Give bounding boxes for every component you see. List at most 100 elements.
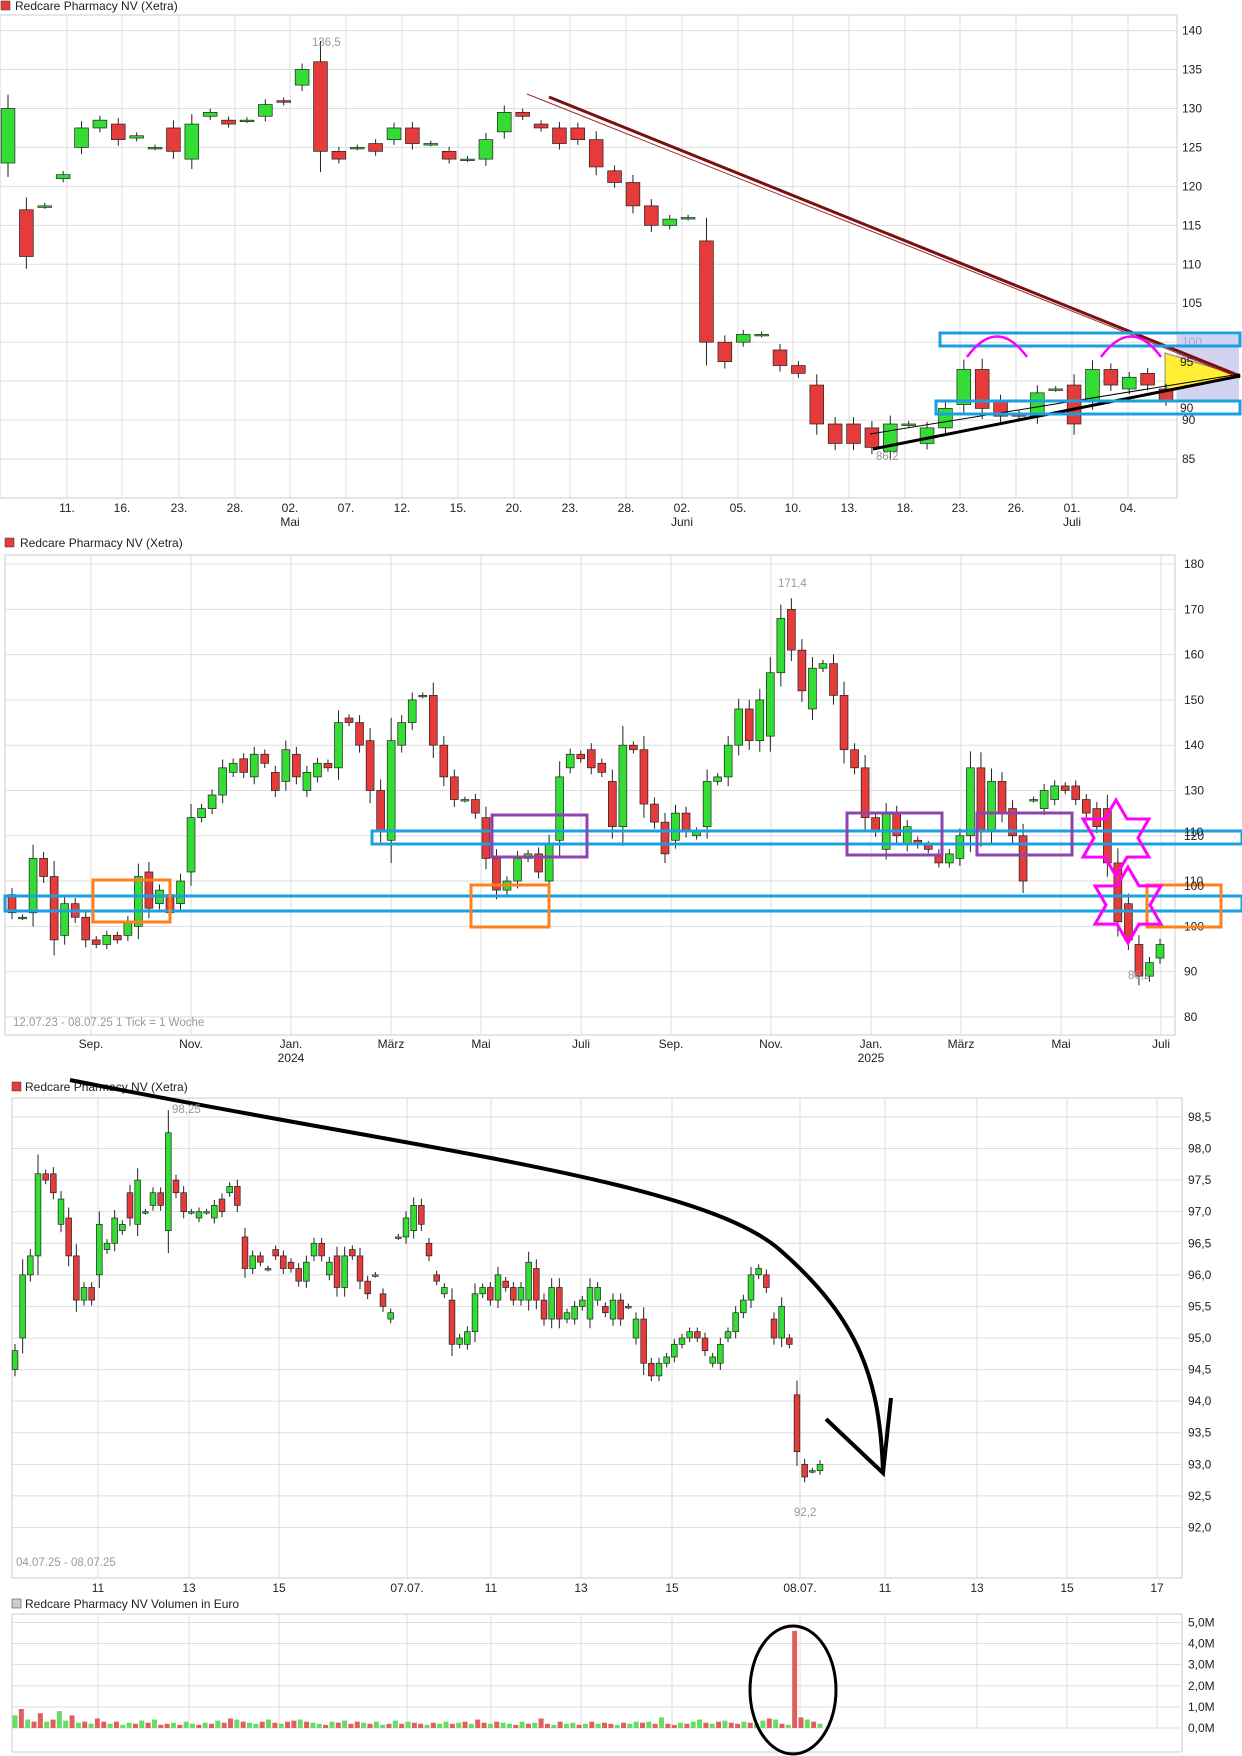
y-tick-label: 170 xyxy=(1184,602,1204,616)
candle-body xyxy=(660,821,670,855)
x-tick-label: 02. xyxy=(674,501,691,515)
volume-bar xyxy=(709,1723,715,1728)
candle-body xyxy=(249,1255,256,1269)
candle-body xyxy=(1145,962,1154,977)
volume-bar xyxy=(101,1721,107,1728)
volume-bar xyxy=(18,1709,24,1728)
candle-body xyxy=(1134,944,1144,977)
candle-body xyxy=(552,127,567,144)
x-tick-label: 23. xyxy=(562,501,579,515)
candle-body xyxy=(625,1306,632,1309)
candle-body xyxy=(686,1331,693,1339)
candle-body xyxy=(525,1261,532,1301)
panel-daily-chart: Redcare Pharmacy NV (Xetra) 140 135 130 125… xyxy=(0,0,1242,529)
candle-body xyxy=(144,871,154,909)
x-tick-label: 2024 xyxy=(278,1051,305,1065)
candle-body xyxy=(766,672,775,737)
y-tick-label: 130 xyxy=(1184,783,1204,797)
candle-body xyxy=(37,205,53,208)
candle-body xyxy=(88,1287,95,1301)
candle-body xyxy=(19,209,34,257)
candle-body xyxy=(310,1242,318,1257)
y-tick-label: 150 xyxy=(1184,693,1204,707)
volume-bar xyxy=(747,1722,753,1728)
candle-body xyxy=(655,1362,663,1377)
volume-bar xyxy=(158,1724,164,1728)
volume-bar xyxy=(430,1722,436,1728)
volume-bar xyxy=(716,1721,722,1728)
x-tick-label: März xyxy=(948,1037,975,1051)
candle-body xyxy=(313,762,322,778)
candle-body xyxy=(919,427,935,444)
volume-bar xyxy=(684,1723,690,1728)
candle-body xyxy=(195,1211,203,1219)
candle-body xyxy=(176,880,185,905)
orange-box-2 xyxy=(469,883,551,929)
volume-bar xyxy=(475,1719,481,1728)
volume-bar xyxy=(557,1721,563,1728)
candle-body xyxy=(778,1306,785,1339)
volume-bar xyxy=(151,1719,157,1728)
y-tick-label: 92,5 xyxy=(1188,1489,1212,1503)
panel2-candles xyxy=(7,598,1165,986)
candle-body xyxy=(717,1343,724,1364)
candle-body xyxy=(111,123,126,140)
candle-body xyxy=(793,1394,801,1453)
x-tick-label: Juli xyxy=(572,1037,590,1051)
volume-bar xyxy=(88,1723,94,1728)
candle-body xyxy=(39,858,48,877)
volume-bar xyxy=(291,1720,297,1728)
candle-body xyxy=(763,1274,770,1288)
level-90: 90 xyxy=(1180,401,1194,415)
candle-body xyxy=(608,781,617,828)
candle-body xyxy=(73,1255,80,1301)
candle-body xyxy=(376,790,385,832)
x-tick-label: Mai xyxy=(280,515,299,529)
candle-body xyxy=(471,1293,479,1333)
candle-body xyxy=(618,744,628,828)
candle-body xyxy=(487,1287,494,1301)
candle-body xyxy=(1039,790,1049,809)
candle-body xyxy=(747,1274,755,1301)
candle-body xyxy=(809,1470,816,1473)
candle-body xyxy=(165,1132,172,1231)
volume-bar xyxy=(253,1723,259,1728)
volume-bar xyxy=(75,1722,81,1728)
candle-body xyxy=(801,1463,808,1478)
candle-body xyxy=(644,205,659,226)
resistance-zone xyxy=(938,331,1242,348)
candle-body xyxy=(871,817,880,832)
x-tick-label: 10. xyxy=(785,501,802,515)
y-tick-label: 97,0 xyxy=(1188,1205,1212,1219)
x-tick-label: Nov. xyxy=(759,1037,783,1051)
candle-body xyxy=(987,781,996,832)
candle-body xyxy=(149,1192,157,1206)
candle-body xyxy=(372,1274,379,1277)
volume-bar xyxy=(335,1722,341,1728)
y-tick-label: 97,5 xyxy=(1188,1173,1212,1187)
panel2-title: Redcare Pharmacy NV (Xetra) xyxy=(20,536,183,550)
panel3-range-label: 04.07.25 - 08.07.25 xyxy=(16,1557,116,1569)
panel4-grid xyxy=(12,1614,1182,1729)
candle-body xyxy=(331,150,347,160)
volume-bar xyxy=(671,1724,677,1728)
candle-body xyxy=(955,835,965,859)
y-tick-label: 95,0 xyxy=(1188,1331,1212,1345)
candle-body xyxy=(102,935,112,945)
x-tick-label: 02. xyxy=(282,501,299,515)
candle-body xyxy=(460,158,475,161)
candle-body xyxy=(723,744,733,778)
candle-body xyxy=(787,608,796,651)
candle-body xyxy=(460,799,470,802)
candle-body xyxy=(671,1343,678,1358)
candle-body xyxy=(609,1299,617,1320)
volume-bar xyxy=(532,1722,538,1728)
candle-body xyxy=(379,1293,387,1307)
candle-body xyxy=(203,1211,210,1214)
candle-body xyxy=(292,753,301,778)
candle-body xyxy=(65,1217,72,1257)
candle-body xyxy=(364,1280,371,1295)
volume-bar xyxy=(37,1713,43,1728)
